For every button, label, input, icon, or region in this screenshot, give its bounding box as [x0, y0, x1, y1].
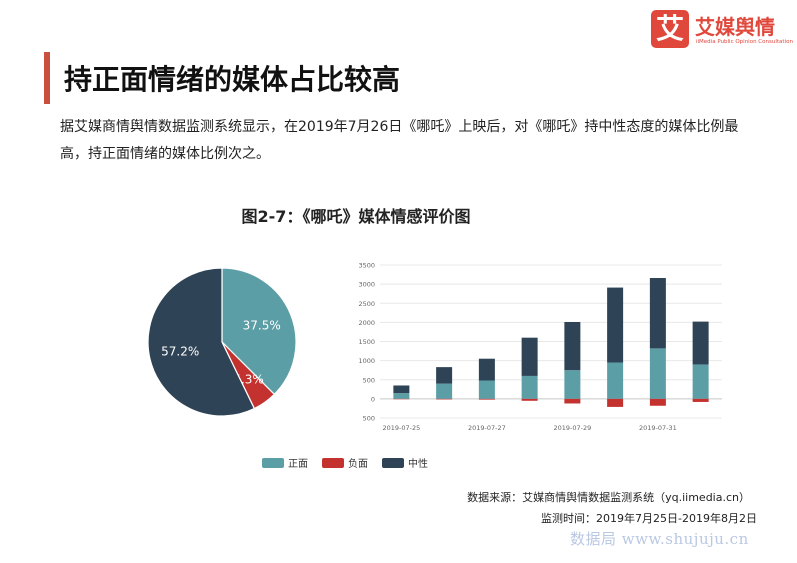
legend-item-negative: 负面: [322, 455, 368, 470]
bar-positive: [393, 393, 410, 399]
logo-subtitle: iiMedia Public Opinion Consultation: [696, 39, 793, 45]
legend-item-positive: 正面: [262, 455, 308, 470]
logo-name: 艾媒舆情: [695, 15, 775, 39]
bar-positive: [436, 383, 453, 399]
pie-slice-neutral: [147, 267, 256, 417]
bar-positive: [564, 370, 581, 399]
bar-neutral: [393, 385, 410, 394]
y-tick-label: 1000: [358, 357, 375, 365]
bar-positive: [478, 380, 495, 399]
bar-negative: [607, 398, 624, 407]
pie-chart: 37.5%5.3%57.2%: [147, 267, 297, 417]
intro-paragraph: 据艾媒商情舆情数据监测系统显示，在2019年7月26日《哪吒》上映后，对《哪吒》…: [60, 119, 739, 162]
y-tick-label: 2000: [358, 319, 375, 327]
data-source: 数据来源：艾媒商情舆情数据监测系统（yq.iimedia.cn）: [467, 491, 750, 504]
x-tick-label: 2019-07-27: [468, 424, 506, 432]
brand-logo: 艾 艾媒舆情 iiMedia Public Opinion Consultati…: [651, 10, 793, 52]
bar-neutral: [478, 358, 495, 381]
logo-mark: 艾: [651, 10, 689, 48]
figure-title: 图2-7：《哪吒》媒体情感评价图: [241, 207, 471, 226]
y-tick-label: 500: [363, 415, 375, 423]
bar-positive: [521, 375, 538, 399]
pie-label-neutral: 57.2%: [161, 345, 199, 359]
y-tick-label: 500: [363, 376, 375, 384]
bar-negative: [564, 398, 581, 404]
legend-label-positive: 正面: [288, 459, 308, 470]
bar-neutral: [564, 321, 581, 371]
bar-neutral: [521, 337, 538, 376]
legend-item-neutral: 中性: [382, 455, 428, 470]
bar-negative: [521, 398, 538, 401]
page-title: 持正面情绪的媒体占比较高: [64, 63, 401, 96]
legend-label-negative: 负面: [348, 459, 368, 470]
bar-neutral: [649, 278, 666, 349]
legend-swatch-positive: [262, 457, 284, 468]
y-tick-label: 0: [371, 395, 375, 403]
watermark: 数据局 www.shujuju.cn: [570, 530, 749, 548]
pie-slice-positive: [221, 267, 297, 396]
monitoring-period: 监测时间：2019年7月25日-2019年8月2日: [541, 512, 757, 525]
y-tick-label: 3000: [358, 281, 375, 289]
bar-positive: [692, 364, 709, 399]
bar-negative: [692, 398, 709, 402]
bar-negative: [478, 398, 495, 400]
x-tick-label: 2019-07-25: [382, 424, 420, 432]
x-tick-label: 2019-07-31: [639, 424, 677, 432]
bar-positive: [607, 362, 624, 399]
y-tick-label: 1500: [358, 338, 375, 346]
stacked-bar-chart: 500 0 500 1000 1500 2000 2500 3000 3500 2019-07-2…: [358, 262, 722, 432]
bar-positive: [649, 348, 666, 399]
legend-label-neutral: 中性: [408, 459, 428, 470]
bar-neutral: [607, 287, 624, 363]
bar-neutral: [692, 321, 709, 365]
y-tick-label: 2500: [358, 300, 375, 308]
bar-negative: [649, 398, 666, 406]
bar-neutral: [436, 367, 453, 384]
y-tick-label: 3500: [358, 262, 375, 270]
bar-negative: [436, 398, 453, 400]
pie-label-positive: 37.5%: [243, 319, 281, 333]
legend-swatch-negative: [322, 457, 344, 468]
chart-legend: 正面 负面 中性: [262, 455, 428, 470]
title-accent-bar: [44, 52, 50, 104]
x-tick-label: 2019-07-29: [553, 424, 591, 432]
legend-swatch-neutral: [382, 457, 404, 468]
